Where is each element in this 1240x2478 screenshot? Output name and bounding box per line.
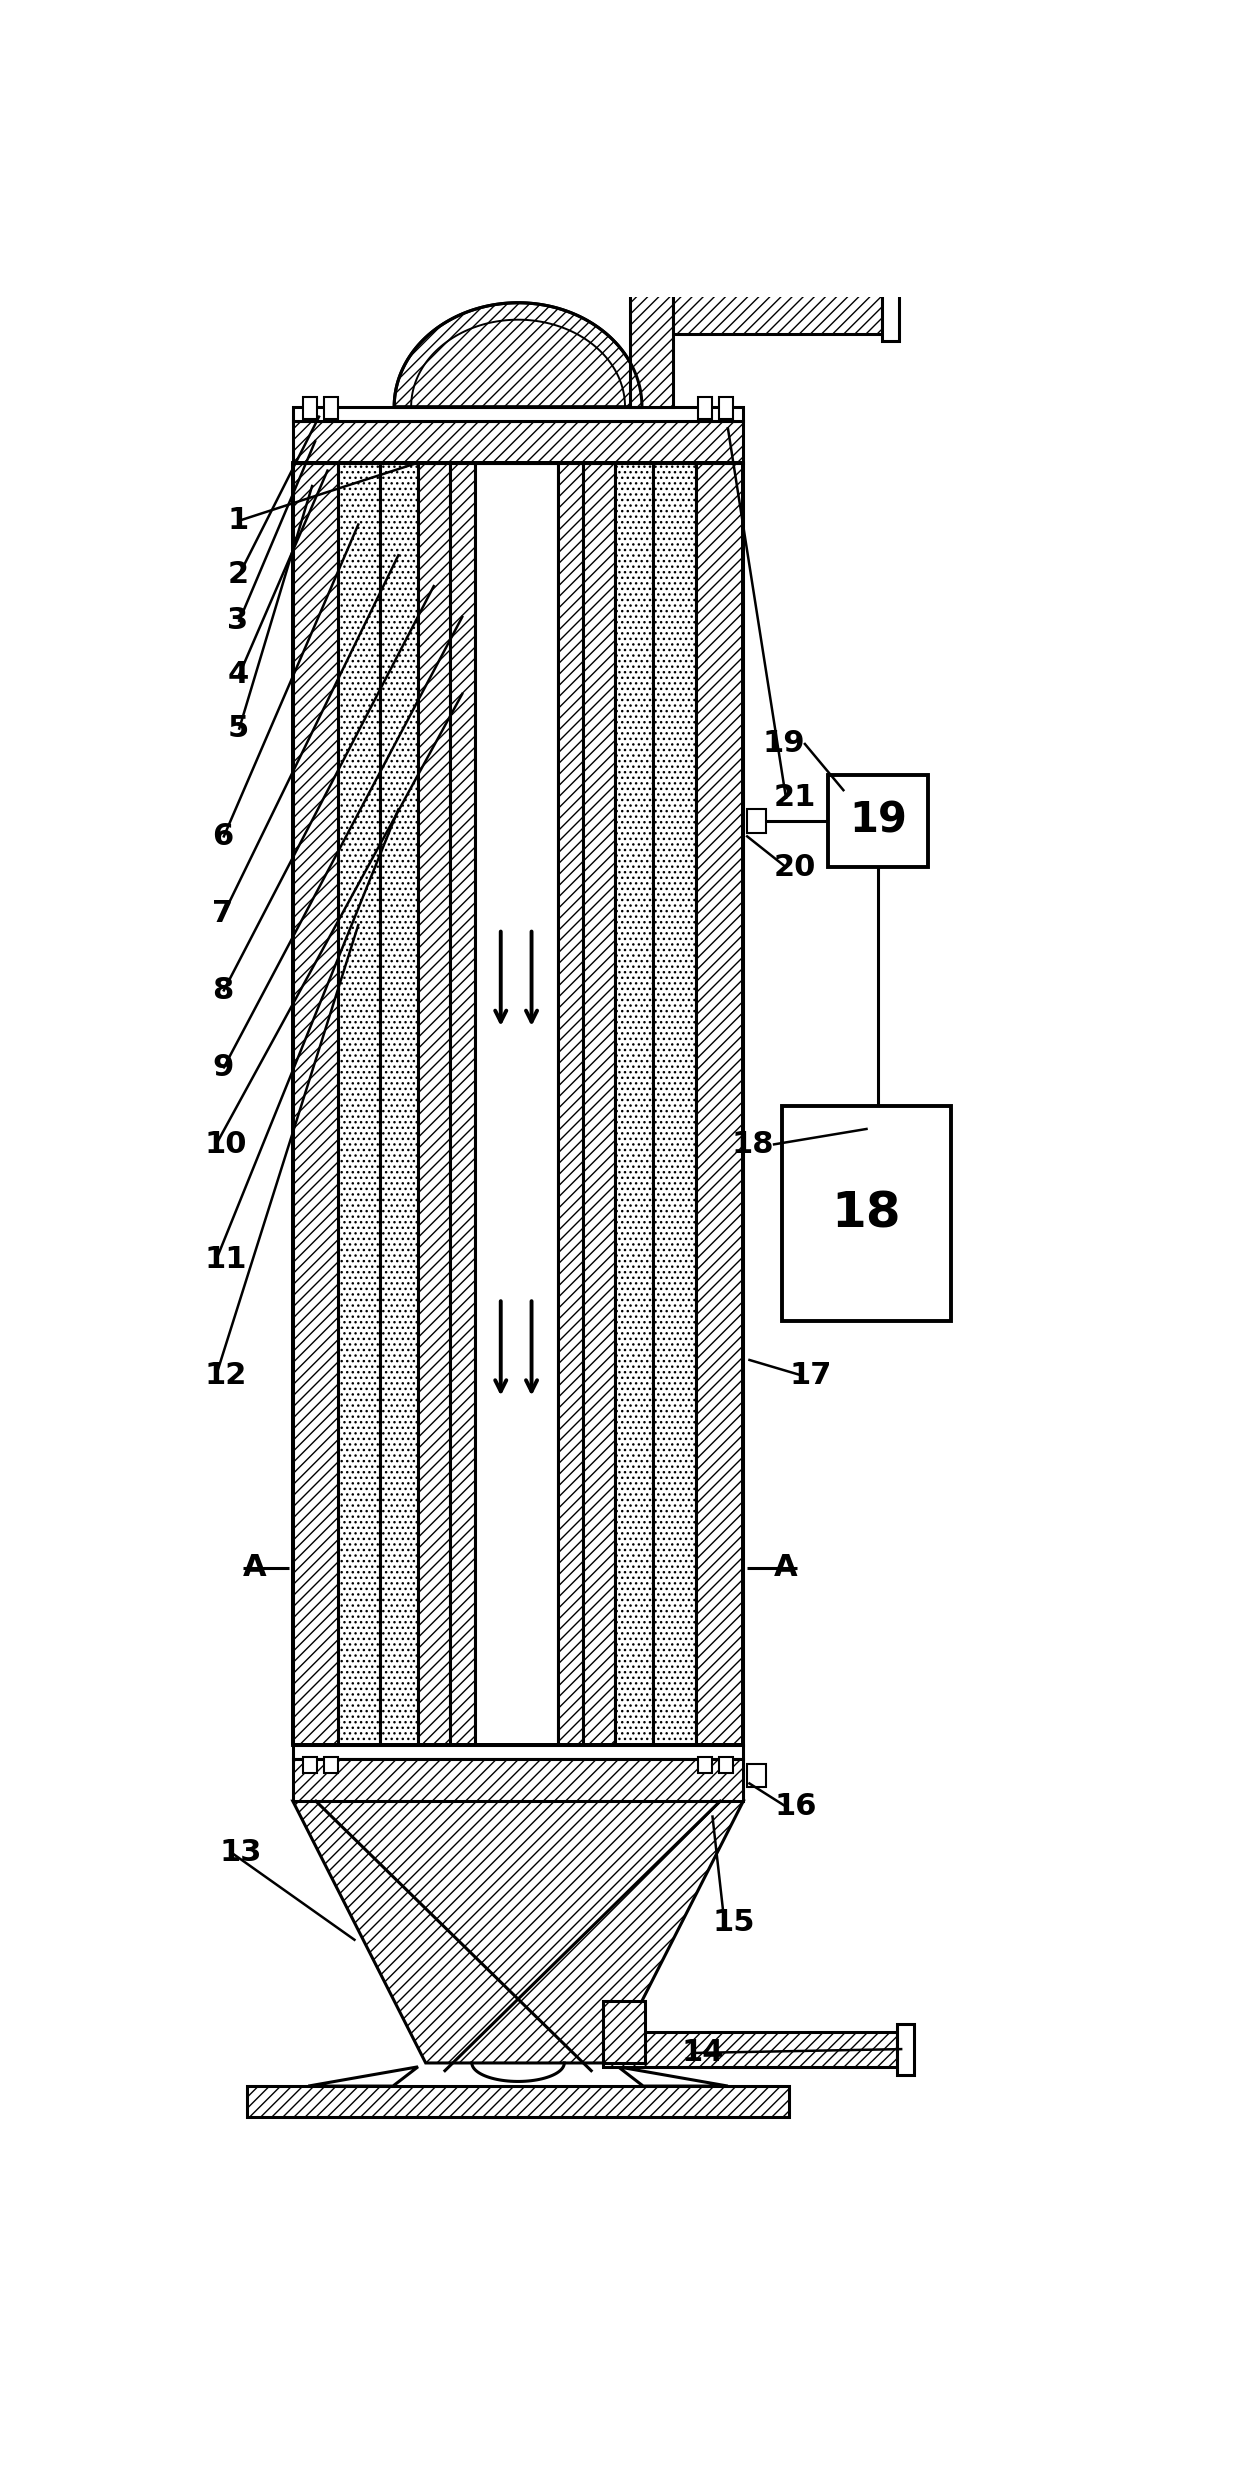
Text: 9: 9 [212,1053,233,1083]
Bar [337,463,379,1745]
Bar [719,396,733,419]
Bar [293,463,337,1745]
Bar [558,463,583,1745]
Bar [719,1757,733,1774]
Text: 2: 2 [227,560,248,590]
Bar [293,1745,743,1759]
Bar [781,1105,951,1321]
Bar [325,1757,339,1774]
Bar [696,463,743,1745]
Bar [583,463,615,1745]
Text: 11: 11 [205,1246,247,1274]
Bar [630,292,673,406]
Text: 17: 17 [790,1360,832,1390]
Polygon shape [619,2067,728,2086]
Text: 3: 3 [227,607,248,634]
Bar [673,292,882,335]
Bar [475,463,558,1745]
Polygon shape [309,2067,418,2086]
Polygon shape [394,302,642,406]
Text: 12: 12 [205,1360,247,1390]
Text: 14: 14 [682,2039,724,2067]
Bar [615,463,653,1745]
Bar [898,2025,914,2074]
Bar [303,1757,316,1774]
Bar [698,1757,712,1774]
Polygon shape [293,1802,743,2064]
Text: 8: 8 [212,976,233,1006]
Text: A: A [774,1554,797,1583]
Bar [293,463,743,1745]
Text: 1: 1 [227,506,249,535]
Bar [325,396,339,419]
Bar [698,396,712,419]
Text: A: A [243,1554,267,1583]
Bar [247,2086,790,2116]
Text: 10: 10 [205,1130,247,1160]
Bar [293,1759,743,1802]
Text: 7: 7 [212,900,233,927]
Text: 18: 18 [732,1130,774,1160]
Bar [748,810,766,833]
Text: 13: 13 [219,1839,262,1868]
Bar [603,2002,645,2064]
Bar [293,406,743,421]
Bar [603,2032,898,2067]
Text: 21: 21 [774,783,816,813]
Bar [450,463,475,1745]
Bar [293,421,743,463]
Text: 4: 4 [227,659,249,689]
Text: 19: 19 [849,800,906,843]
Bar [303,396,316,419]
Text: 15: 15 [713,1908,755,1938]
Bar [379,463,418,1745]
Text: 20: 20 [774,852,816,882]
Text: 6: 6 [212,823,233,850]
Text: 19: 19 [763,729,805,758]
Bar [653,463,696,1745]
Text: 16: 16 [774,1792,817,1821]
Text: 5: 5 [227,714,249,743]
Bar [748,1764,766,1787]
Text: 18: 18 [832,1189,901,1237]
Bar [418,463,450,1745]
Bar [828,776,928,867]
Bar [882,282,899,342]
